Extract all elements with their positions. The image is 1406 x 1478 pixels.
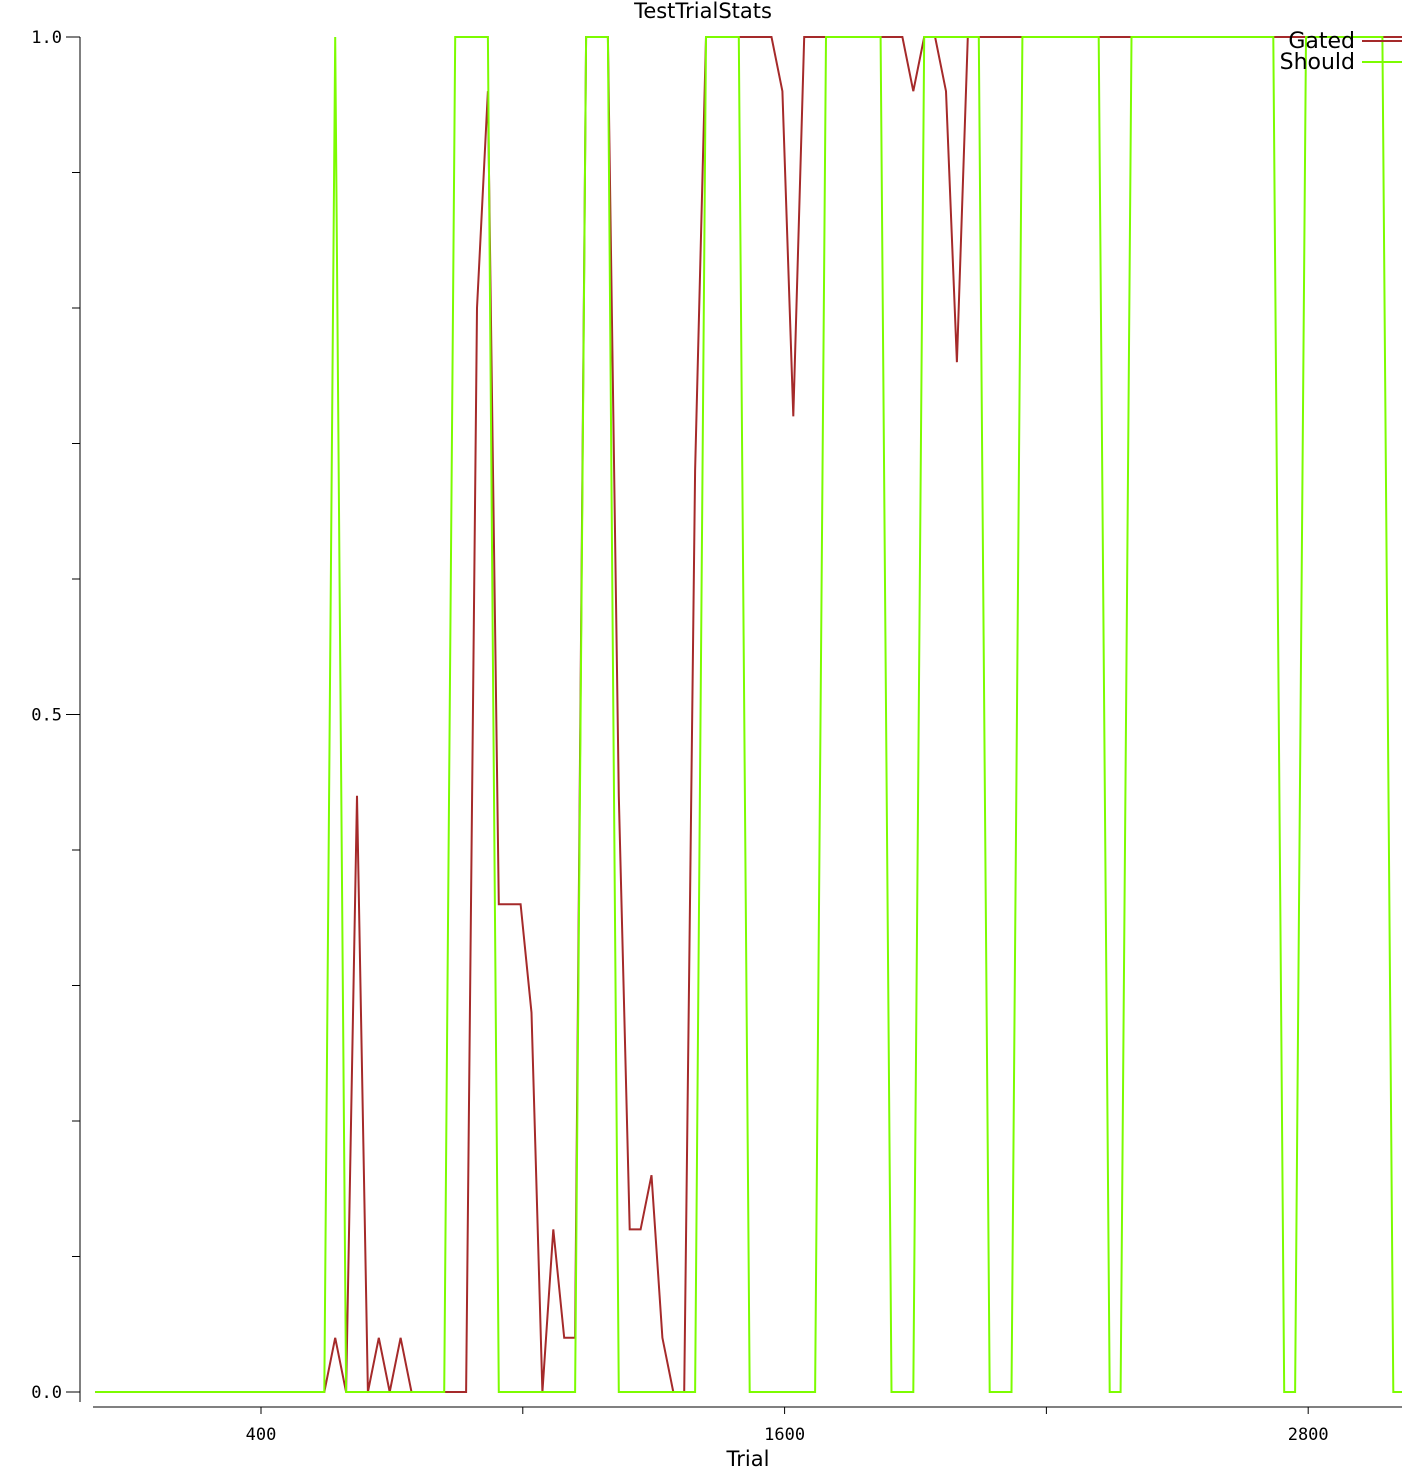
legend-label-gated: Gated <box>1288 29 1355 54</box>
x-tick-label: 400 <box>246 1425 277 1445</box>
x-axis-label: Trial <box>726 1447 770 1471</box>
x-tick-label: 2800 <box>1288 1425 1329 1445</box>
y-axis-ticks: 0.0 0.5 1.0 <box>31 28 80 1403</box>
y-tick-label: 0.5 <box>31 706 62 726</box>
x-tick-label: 1600 <box>764 1425 805 1445</box>
series-line-should <box>95 36 1402 1393</box>
x-axis-ticks: 400 1600 2800 <box>246 1407 1329 1445</box>
y-tick-label: 1.0 <box>31 28 62 48</box>
chart-title: TestTrialStats <box>633 0 772 23</box>
plot-area <box>95 36 1402 1393</box>
legend-label-should: Should <box>1280 50 1355 75</box>
y-tick-label: 0.0 <box>31 1383 62 1403</box>
